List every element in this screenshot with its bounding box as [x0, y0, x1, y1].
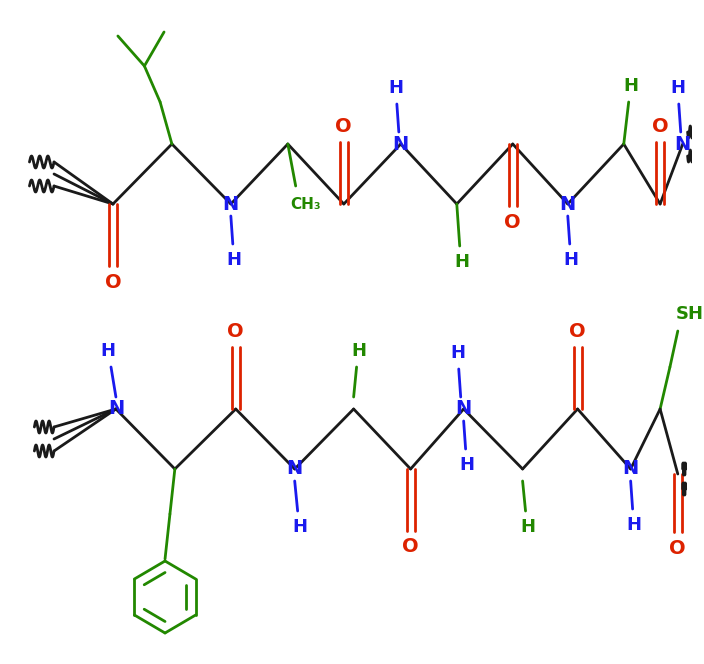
Text: N: N: [455, 400, 472, 418]
Text: O: O: [652, 116, 668, 135]
Text: O: O: [227, 321, 244, 341]
Text: H: H: [351, 342, 366, 360]
Text: O: O: [105, 272, 121, 291]
Text: SH: SH: [676, 305, 703, 323]
Text: H: H: [626, 516, 641, 534]
Text: H: H: [563, 251, 578, 269]
Text: H: H: [292, 518, 307, 536]
Text: H: H: [226, 251, 241, 269]
Text: N: N: [393, 135, 409, 153]
Text: O: O: [670, 539, 686, 558]
Text: O: O: [570, 321, 586, 341]
Text: N: N: [222, 195, 239, 214]
Text: H: H: [623, 77, 638, 95]
Text: CH₃: CH₃: [290, 197, 321, 212]
Text: H: H: [459, 456, 474, 474]
Text: N: N: [560, 195, 576, 214]
Text: H: H: [454, 253, 469, 271]
Text: O: O: [336, 116, 352, 135]
Text: O: O: [505, 212, 521, 232]
Text: N: N: [674, 135, 691, 153]
Text: H: H: [389, 79, 403, 97]
Text: H: H: [670, 79, 685, 97]
Text: H: H: [101, 342, 115, 360]
Text: N: N: [287, 459, 303, 479]
Text: H: H: [520, 518, 535, 536]
Text: N: N: [108, 400, 124, 418]
Text: N: N: [622, 459, 639, 479]
Text: O: O: [402, 537, 419, 556]
Text: H: H: [451, 344, 465, 362]
